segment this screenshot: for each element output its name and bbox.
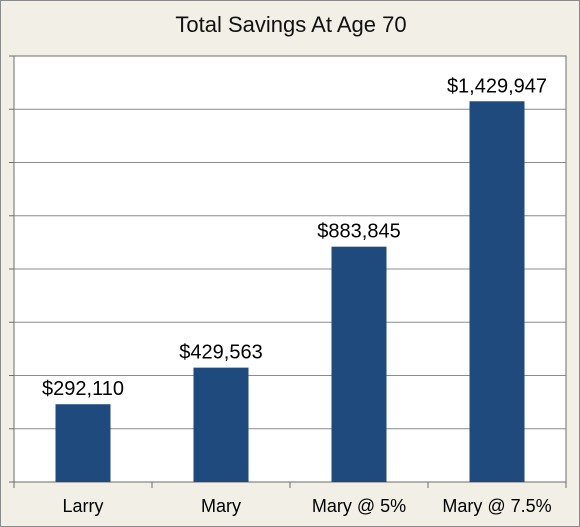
data-label-3: $1,429,947 bbox=[447, 75, 547, 97]
x-tick-label-1: Mary bbox=[201, 496, 241, 516]
bar-2 bbox=[331, 246, 387, 482]
bars bbox=[55, 101, 525, 482]
data-label-2: $883,845 bbox=[317, 221, 400, 243]
bar-1 bbox=[193, 367, 249, 482]
chart-title: Total Savings At Age 70 bbox=[175, 12, 407, 37]
x-tick-label-2: Mary @ 5% bbox=[312, 496, 406, 516]
x-tick-label-3: Mary @ 7.5% bbox=[442, 496, 551, 516]
bar-0 bbox=[55, 404, 111, 482]
data-label-1: $429,563 bbox=[179, 342, 262, 364]
data-label-0: $292,110 bbox=[42, 378, 124, 400]
x-tick-label-0: Larry bbox=[62, 496, 103, 516]
x-axis: Larry Mary Mary @ 5% Mary @ 7.5% bbox=[9, 55, 567, 516]
data-labels: $292,110 $429,563 $883,845 $1,429,947 bbox=[42, 75, 547, 400]
bar-3 bbox=[469, 101, 525, 482]
